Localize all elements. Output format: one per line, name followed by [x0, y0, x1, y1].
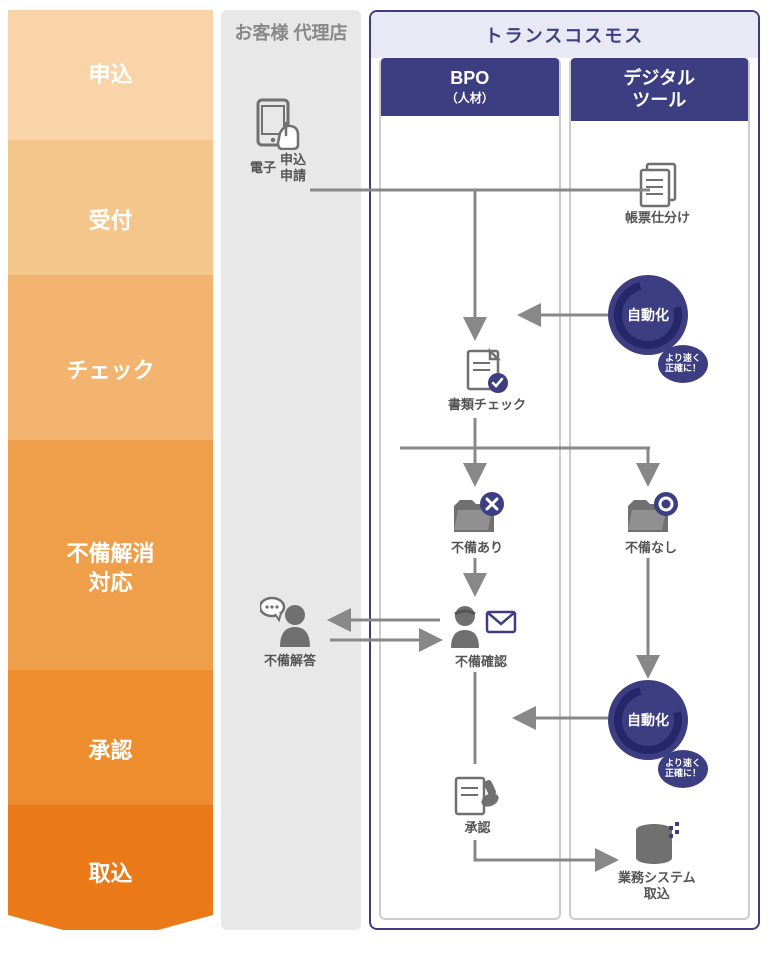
- defect-confirm-label: 不備確認: [455, 654, 507, 670]
- system-intake-node: 業務システム 取込: [618, 820, 696, 901]
- automation-label-1: 自動化: [627, 305, 669, 325]
- doc-check-node: 書類チェック: [448, 345, 526, 413]
- automation-bubble-2: より速く 正確に！: [658, 750, 708, 788]
- approve-node: 承認: [450, 770, 505, 836]
- defect-yes-node: 不備あり: [448, 490, 506, 556]
- stage-label: チェック: [8, 289, 213, 454]
- customer-answer-label: 不備解答: [264, 653, 316, 669]
- defect-yes-label: 不備あり: [451, 540, 503, 556]
- digital-header-main: デジタル ツール: [575, 68, 745, 111]
- person-speech-icon: [260, 595, 320, 651]
- apply-label-right: 申込 申請: [280, 152, 306, 183]
- defect-confirm-node: 不備確認: [445, 600, 517, 670]
- folder-o-icon: [622, 490, 680, 538]
- transcosmos-header: トランスコスモス: [371, 12, 758, 58]
- customer-header: お客様 代理店: [234, 22, 347, 45]
- agent-mail-icon: [445, 600, 517, 652]
- stage-label: 承認: [8, 684, 213, 819]
- document-stamp-icon: [450, 770, 505, 818]
- automation-bubble-1: より速く 正確に！: [658, 345, 708, 383]
- automation-badge-1: 自動化 より速く 正確に！: [608, 275, 698, 365]
- bpo-header-main: BPO: [385, 68, 555, 89]
- form-sort-node: 帳票仕分け: [625, 160, 690, 226]
- digital-header: デジタル ツール: [571, 58, 749, 121]
- transcosmos-panel: トランスコスモス BPO （人材） デジタル ツール: [369, 10, 760, 930]
- document-check-icon: [460, 345, 515, 395]
- bpo-header-sub: （人材）: [385, 89, 555, 106]
- automation-label-2: 自動化: [627, 710, 669, 730]
- system-intake-label: 業務システム 取込: [618, 870, 696, 901]
- stage-label: 申込: [8, 10, 213, 140]
- automation-badge-2: 自動化 より速く 正確に！: [608, 680, 698, 770]
- phone-touch-icon: [248, 95, 308, 150]
- defect-no-node: 不備なし: [622, 490, 680, 556]
- apply-label-left: 電子: [250, 160, 276, 176]
- form-sort-label: 帳票仕分け: [625, 210, 690, 226]
- folder-x-icon: [448, 490, 506, 538]
- approve-label: 承認: [464, 820, 490, 836]
- database-icon: [629, 820, 684, 868]
- defect-no-label: 不備なし: [625, 540, 677, 556]
- stage-label: 不備解消 対応: [8, 454, 213, 684]
- customer-answer-node: 不備解答: [260, 595, 320, 669]
- bpo-header: BPO （人材）: [381, 58, 559, 116]
- stage-label: 受付: [8, 154, 213, 289]
- documents-icon: [633, 160, 683, 208]
- stage-label: 取込: [8, 819, 213, 929]
- apply-node: 電子 申込 申請: [248, 95, 308, 183]
- doc-check-label: 書類チェック: [448, 397, 526, 413]
- stages-column: 申込受付チェック不備解消 対応承認取込: [8, 10, 213, 930]
